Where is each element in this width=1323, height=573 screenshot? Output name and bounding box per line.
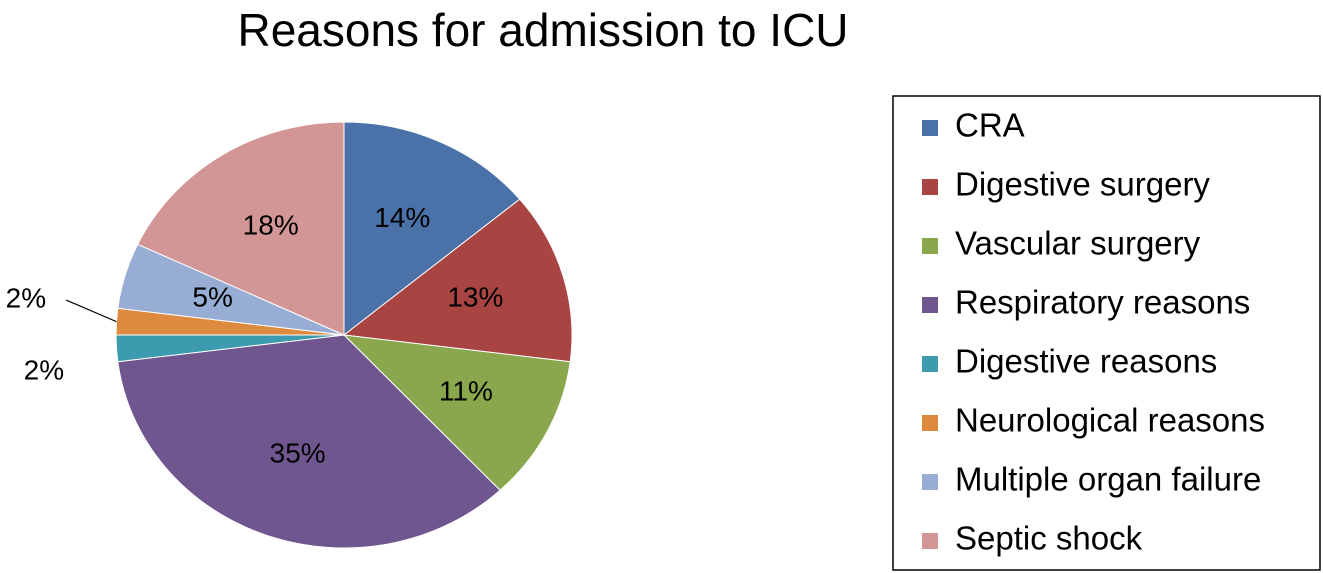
data-label: 5% (192, 282, 232, 313)
legend-label: Respiratory reasons (955, 284, 1250, 321)
legend-label: Vascular surgery (955, 225, 1201, 262)
legend-label: Neurological reasons (955, 402, 1265, 439)
legend-label: Digestive surgery (955, 166, 1210, 203)
data-label: 2% (24, 354, 64, 385)
legend-swatch (922, 179, 938, 195)
legend-swatch (922, 238, 938, 254)
pie-slice (342, 198, 573, 363)
pie-slice (137, 121, 345, 336)
legend-swatch (922, 297, 938, 313)
chart-title: Reasons for admission to ICU (237, 4, 848, 56)
legend-box (892, 95, 1321, 571)
data-label: 11% (439, 375, 493, 406)
legend-swatch (922, 120, 938, 136)
legend-label: Multiple organ failure (955, 461, 1261, 498)
legend-label: Septic shock (955, 520, 1143, 557)
legend-swatch (922, 533, 938, 549)
data-label: 13% (447, 282, 503, 313)
data-label: 2% (6, 282, 46, 313)
pie-slice (117, 334, 501, 549)
legend-swatch (922, 356, 938, 372)
legend-label: Digestive reasons (955, 343, 1217, 380)
leader-line (65, 299, 117, 323)
pie-slice (342, 334, 571, 491)
legend-swatch (922, 415, 938, 431)
pie-slice (343, 121, 521, 337)
legend-label: CRA (955, 107, 1025, 144)
data-label: 18% (243, 209, 299, 240)
data-label: 14% (374, 202, 430, 233)
data-label: 35% (270, 438, 326, 469)
legend-swatch (922, 474, 938, 490)
